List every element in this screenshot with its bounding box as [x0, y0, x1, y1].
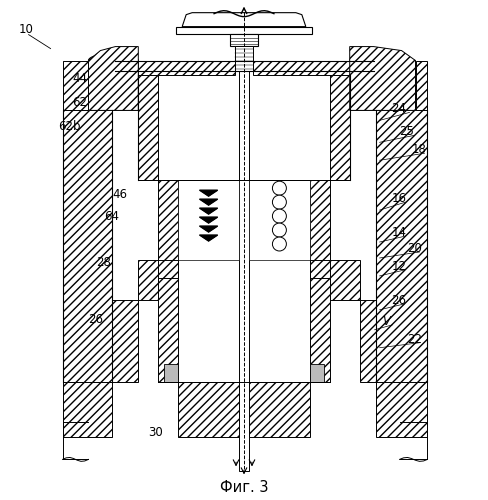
Text: 20: 20 — [407, 242, 422, 255]
Polygon shape — [375, 110, 427, 382]
Text: 12: 12 — [391, 260, 406, 273]
Polygon shape — [248, 382, 309, 438]
Circle shape — [272, 195, 286, 209]
Polygon shape — [88, 60, 138, 110]
Polygon shape — [112, 300, 138, 382]
Polygon shape — [199, 226, 217, 232]
Polygon shape — [62, 60, 88, 110]
Polygon shape — [199, 190, 217, 196]
Bar — [176, 26, 311, 34]
Text: 30: 30 — [148, 426, 163, 440]
Polygon shape — [199, 208, 217, 214]
Polygon shape — [199, 199, 217, 205]
Text: Фиг. 3: Фиг. 3 — [219, 480, 268, 495]
Bar — [248, 180, 309, 260]
Text: 46: 46 — [112, 188, 127, 201]
Polygon shape — [88, 46, 138, 110]
Polygon shape — [178, 382, 239, 438]
Polygon shape — [252, 60, 349, 76]
Text: 62: 62 — [72, 96, 87, 110]
Polygon shape — [375, 382, 427, 438]
Text: 28: 28 — [96, 256, 111, 269]
Circle shape — [272, 209, 286, 223]
Text: 25: 25 — [399, 126, 414, 138]
Text: 18: 18 — [411, 144, 426, 156]
Polygon shape — [115, 60, 138, 70]
Text: 44: 44 — [72, 72, 87, 86]
Polygon shape — [309, 260, 329, 278]
Polygon shape — [359, 300, 375, 382]
Text: 26: 26 — [391, 294, 406, 307]
Text: 62b: 62b — [59, 120, 81, 134]
Polygon shape — [199, 217, 217, 223]
Polygon shape — [138, 60, 235, 76]
Text: 16: 16 — [391, 192, 406, 205]
Polygon shape — [415, 60, 427, 110]
Circle shape — [272, 181, 286, 195]
Bar — [235, 46, 252, 70]
Circle shape — [272, 223, 286, 237]
Polygon shape — [158, 180, 178, 382]
Polygon shape — [62, 110, 112, 382]
Text: 22: 22 — [407, 332, 422, 345]
Polygon shape — [138, 60, 158, 180]
Polygon shape — [182, 12, 305, 26]
Polygon shape — [309, 180, 329, 382]
Text: 10: 10 — [19, 22, 34, 36]
Text: V: V — [381, 315, 389, 328]
Polygon shape — [349, 60, 402, 110]
Bar — [239, 70, 248, 471]
Polygon shape — [329, 60, 349, 180]
Text: 64: 64 — [104, 210, 119, 223]
Polygon shape — [349, 60, 373, 70]
Polygon shape — [329, 260, 359, 300]
Polygon shape — [158, 260, 178, 278]
Bar — [164, 364, 178, 382]
Polygon shape — [138, 260, 158, 300]
Bar — [309, 364, 323, 382]
Bar — [229, 34, 258, 46]
Text: 26: 26 — [88, 313, 103, 326]
Polygon shape — [62, 382, 112, 438]
Text: 24: 24 — [391, 102, 406, 116]
Polygon shape — [199, 235, 217, 241]
Circle shape — [272, 237, 286, 251]
Bar — [178, 180, 239, 260]
Polygon shape — [349, 46, 415, 110]
Text: 14: 14 — [391, 226, 406, 239]
